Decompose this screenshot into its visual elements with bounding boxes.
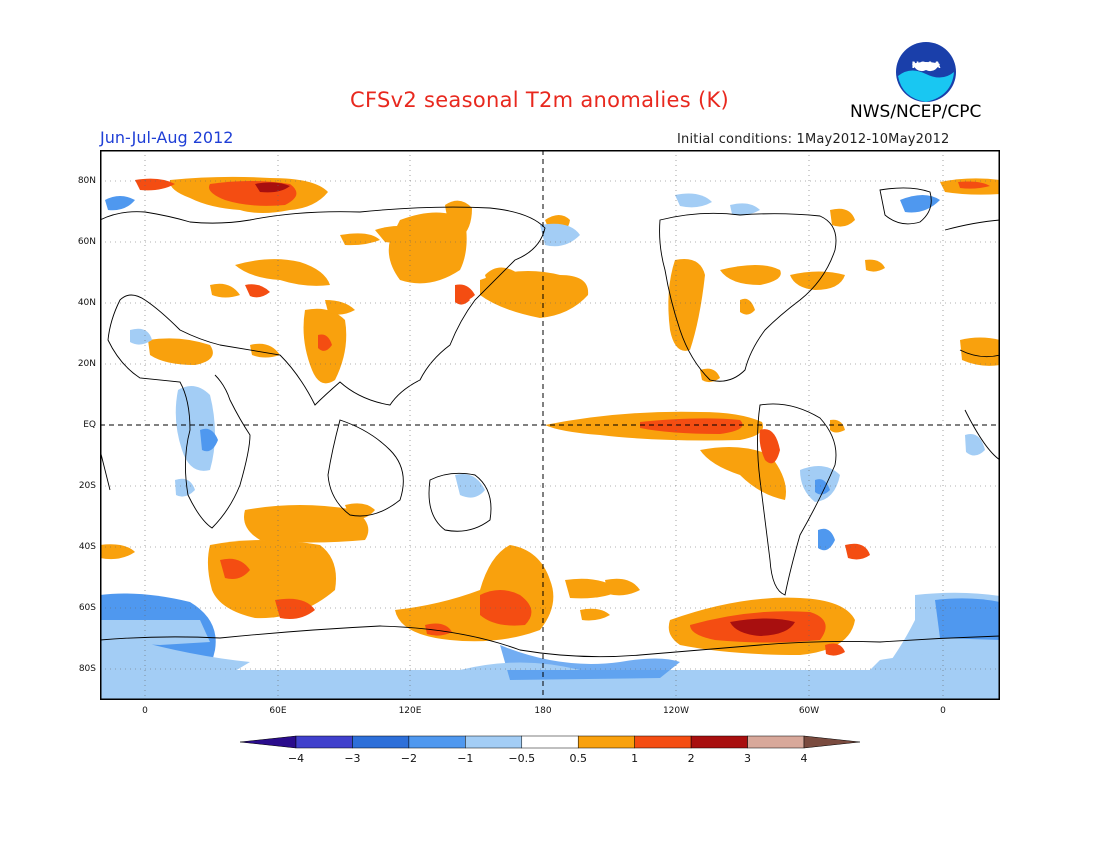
colorbar-swatch: [408, 735, 466, 749]
svg-text:NOAA: NOAA: [912, 61, 941, 71]
coastlines: [100, 187, 1000, 658]
colorbar-tick-label: 3: [744, 752, 752, 765]
lon-label-0: 0: [142, 706, 148, 716]
lat-label-20s: 20S: [78, 481, 96, 491]
map-title: CFSv2 seasonal T2m anomalies (K): [350, 88, 730, 112]
lat-label-20n: 20N: [77, 359, 96, 369]
colorbar-tick-label: 0.5: [569, 752, 587, 765]
colorbar-swatch: [352, 735, 410, 749]
warm-anomalies: [100, 176, 1000, 656]
colorbar-swatch: [295, 735, 353, 749]
agency-label: NWS/NCEP/CPC: [850, 102, 982, 122]
lat-label-80s: 80S: [78, 664, 96, 674]
colorbar-min-arrow: [240, 735, 297, 749]
lat-label-40n: 40N: [77, 298, 96, 308]
colorbar-tick-label: −4: [287, 752, 305, 765]
lon-label-0-east: 0: [940, 706, 946, 716]
colorbar-tick-label: −0.5: [508, 752, 536, 765]
anomaly-map: [100, 150, 1000, 700]
colorbar-swatch: [521, 735, 579, 749]
colorbar-swatch: [634, 735, 692, 749]
lon-label-60w: 60W: [798, 706, 820, 716]
colorbar: [240, 735, 860, 749]
colorbar-swatch: [577, 735, 635, 749]
colorbar-swatch: [747, 735, 805, 749]
colorbar-swatch: [690, 735, 748, 749]
lat-label-80n: 80N: [77, 176, 96, 186]
initial-conditions-label: Initial conditions: 1May2012-10May2012: [677, 132, 950, 147]
lon-label-120w: 120W: [662, 706, 690, 716]
lon-label-120e: 120E: [398, 706, 422, 716]
lon-label-180: 180: [534, 706, 552, 716]
colorbar-max-arrow: [803, 735, 860, 749]
lat-label-60n: 60N: [77, 237, 96, 247]
southern-cold-band: [100, 592, 1000, 700]
lon-label-60e: 60E: [269, 706, 287, 716]
season-label: Jun-Jul-Aug 2012: [100, 128, 234, 147]
colorbar-tick-label: 1: [631, 752, 639, 765]
grid: [100, 150, 1000, 700]
colorbar-tick-label: −2: [400, 752, 417, 765]
cool-anomalies: [105, 193, 985, 551]
lat-label-40s: 40S: [78, 542, 96, 552]
colorbar-tick-label: −3: [344, 752, 361, 765]
map-frame: [100, 150, 1000, 700]
noaa-logo: NOAA: [896, 42, 956, 102]
colorbar-swatch: [465, 735, 523, 749]
colorbar-tick-label: −1: [457, 752, 474, 765]
colorbar-tick-label: 4: [800, 752, 808, 765]
colorbar-tick-label: 2: [687, 752, 695, 765]
lat-label-60s: 60S: [78, 603, 96, 613]
lat-label-eq: EQ: [83, 420, 96, 430]
